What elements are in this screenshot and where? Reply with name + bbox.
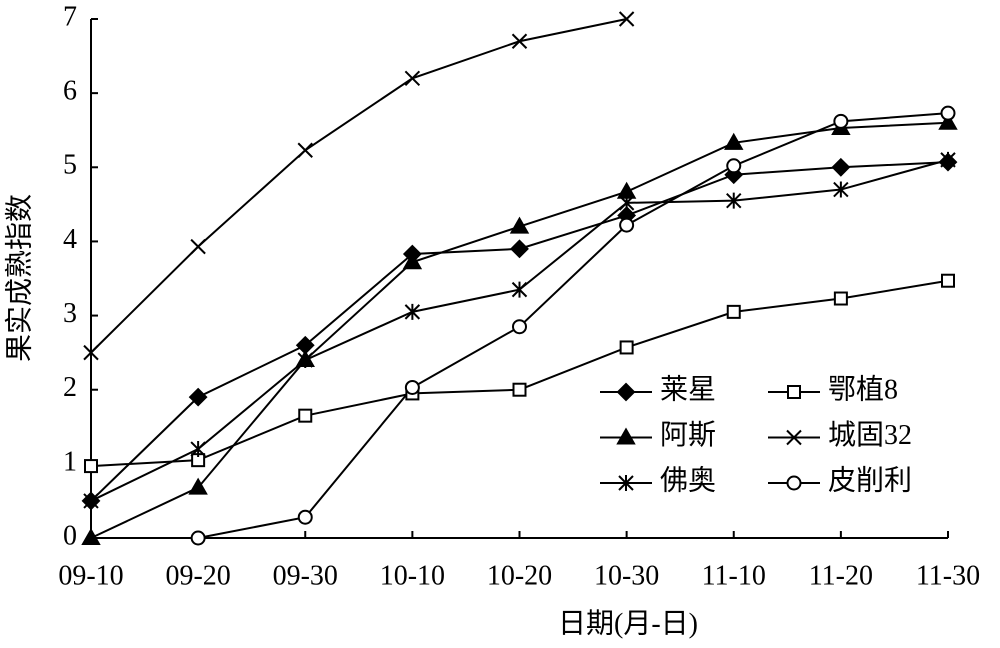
data-point — [404, 303, 421, 320]
y-tick-label: 1 — [63, 446, 77, 477]
legend-label: 莱星 — [660, 373, 716, 405]
x-tick-label: 09-20 — [165, 560, 230, 591]
data-point — [190, 238, 206, 255]
legend-label: 城固32 — [828, 419, 912, 451]
data-point — [726, 304, 741, 319]
x-tick-label: 09-10 — [58, 560, 123, 591]
y-tick-label: 6 — [63, 76, 77, 107]
data-point — [512, 382, 527, 397]
y-tick-label: 5 — [63, 150, 77, 181]
data-point — [511, 33, 528, 49]
data-point — [726, 158, 742, 174]
data-point — [511, 281, 528, 298]
legend-marker — [786, 475, 802, 491]
legend-label: 阿斯 — [660, 419, 716, 451]
data-point — [940, 105, 956, 121]
legend-marker — [786, 429, 802, 446]
data-point — [510, 239, 529, 259]
data-point — [404, 70, 421, 87]
data-point — [83, 492, 99, 509]
data-point — [619, 340, 634, 355]
data-point — [833, 291, 848, 306]
data-point — [941, 273, 955, 288]
data-point — [297, 509, 313, 525]
data-point — [938, 112, 958, 130]
data-point — [512, 319, 527, 335]
data-point — [404, 379, 420, 395]
x-tick-label: 10-30 — [594, 560, 659, 591]
data-point — [297, 142, 313, 158]
x-tick-label: 11-10 — [702, 560, 766, 591]
data-point — [298, 408, 313, 423]
data-point — [831, 157, 851, 177]
legend-marker — [787, 385, 801, 399]
y-axis-label: 果实成熟指数 — [3, 194, 35, 362]
x-tick-label: 11-20 — [809, 560, 873, 591]
series-line — [197, 112, 949, 539]
y-tick-label: 4 — [63, 224, 77, 255]
data-point — [188, 477, 208, 495]
legend-label: 佛奥 — [660, 464, 716, 496]
x-tick-label: 10-20 — [487, 560, 552, 591]
data-point — [402, 252, 423, 270]
legend-marker — [618, 475, 634, 491]
data-point — [618, 11, 635, 27]
y-tick-label: 0 — [63, 520, 77, 551]
legend-marker — [616, 427, 636, 445]
x-tick-label: 09-30 — [273, 560, 338, 591]
data-point — [833, 113, 849, 129]
data-point — [83, 344, 99, 361]
data-point — [297, 352, 313, 369]
x-tick-label: 10-10 — [380, 560, 445, 591]
series-line — [90, 18, 627, 354]
legend-label: 鄂植8 — [828, 373, 898, 405]
data-point — [618, 194, 635, 211]
legend-marker — [616, 382, 636, 402]
x-tick-label: 11-30 — [916, 560, 980, 591]
data-point — [188, 387, 208, 407]
data-point — [81, 527, 101, 545]
data-point — [726, 192, 742, 209]
data-point — [619, 217, 635, 233]
legend-label: 皮削利 — [828, 464, 912, 496]
data-point — [509, 216, 530, 234]
x-axis-label: 日期(月-日) — [558, 608, 698, 639]
y-tick-label: 2 — [63, 372, 77, 403]
y-tick-label: 3 — [63, 298, 77, 329]
data-point — [190, 441, 206, 458]
y-tick-label: 7 — [63, 1, 77, 32]
data-point — [724, 132, 744, 150]
data-point — [833, 181, 849, 198]
data-point — [190, 530, 206, 546]
data-point — [84, 459, 98, 474]
data-point — [940, 151, 956, 168]
